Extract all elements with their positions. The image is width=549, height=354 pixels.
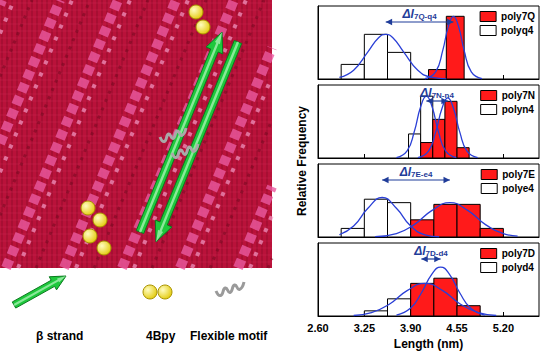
svg-text:polyq4: polyq4 [501,25,534,36]
svg-text:4.55: 4.55 [446,322,467,334]
svg-text:Relative Frequency: Relative Frequency [295,106,309,216]
svg-text:polye4: polye4 [502,183,534,194]
svg-text:2.60: 2.60 [307,322,328,334]
svg-text:Length (nm): Length (nm) [394,337,463,351]
svg-text:polyd4: polyd4 [502,262,535,273]
svg-text:poly7E: poly7E [502,169,535,180]
svg-text:β strand: β strand [36,329,83,343]
svg-text:poly7D: poly7D [502,248,535,259]
svg-text:3.90: 3.90 [400,322,421,334]
svg-text:7N-n4: 7N-n4 [432,91,455,100]
svg-text:7E-e4: 7E-e4 [411,170,433,179]
svg-text:poly7Q: poly7Q [501,11,535,22]
svg-text:Δl: Δl [399,165,412,179]
svg-text:4Bpy: 4Bpy [146,329,176,343]
svg-text:Δl: Δl [413,244,426,258]
svg-text:poly7N: poly7N [502,90,535,101]
svg-text:Δl: Δl [419,86,432,100]
svg-text:5.20: 5.20 [493,322,514,334]
svg-text:3.25: 3.25 [354,322,375,334]
svg-text:Δl: Δl [402,7,415,21]
svg-text:7Q-q4: 7Q-q4 [414,12,437,21]
svg-text:polyn4: polyn4 [502,104,535,115]
svg-text:7D-d4: 7D-d4 [426,249,449,258]
svg-text:Flexible motif: Flexible motif [190,329,268,343]
